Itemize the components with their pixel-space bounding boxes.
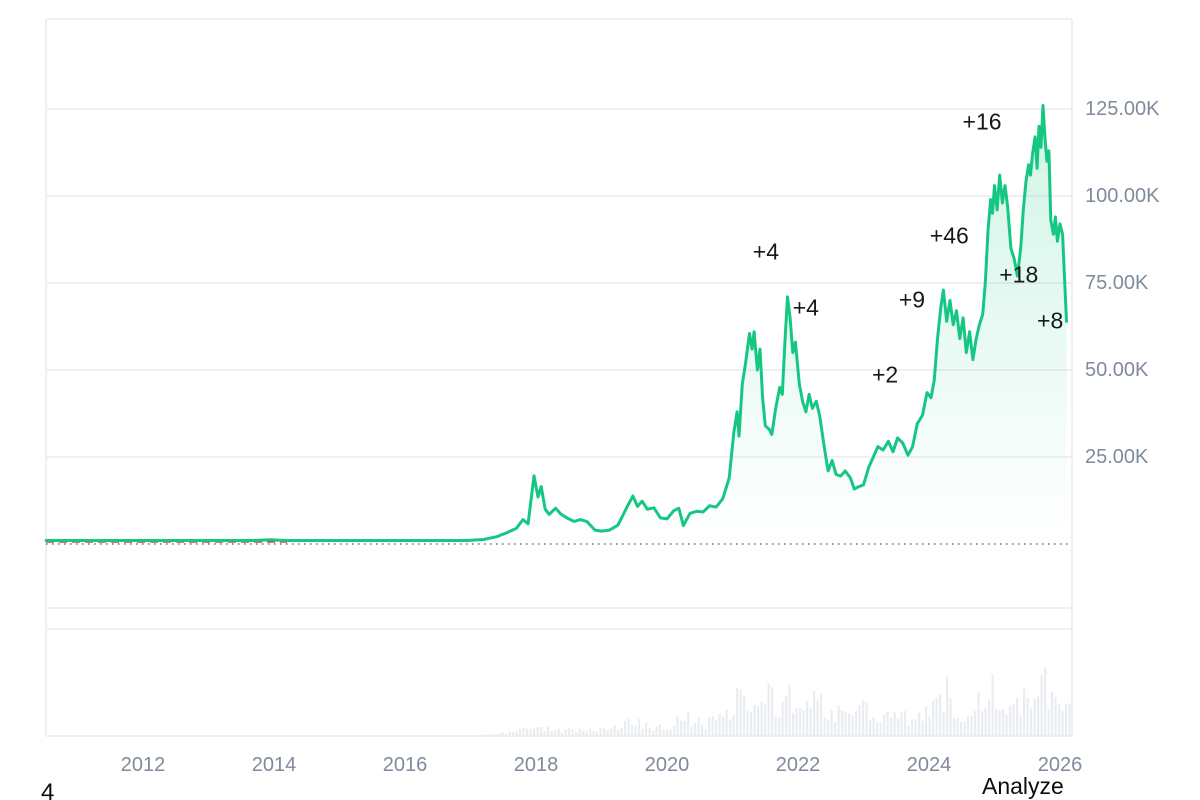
x-axis-tick-label: 2026 <box>1037 754 1083 776</box>
x-axis-tick-label: 2020 <box>644 754 690 776</box>
y-axis-tick-label: 25.00K <box>1085 446 1149 468</box>
y-axis-tick-label: 125.00K <box>1085 98 1160 120</box>
volume-histogram <box>477 667 1071 736</box>
x-axis-tick-label: 2012 <box>120 754 166 776</box>
event-count-badge[interactable]: +18 <box>999 261 1039 288</box>
price-area-fill <box>46 105 1067 544</box>
x-axis-tick-label: 2024 <box>906 754 952 776</box>
event-count-badge[interactable]: +46 <box>929 222 969 249</box>
x-axis-tick-label: 2022 <box>775 754 821 776</box>
event-count-badge[interactable]: +8 <box>1037 307 1064 334</box>
event-count-badge[interactable]: +4 <box>792 294 819 321</box>
price-line <box>44 104 1068 542</box>
event-count-badge[interactable]: +9 <box>898 286 926 313</box>
x-axis-tick-label: 2018 <box>513 754 559 776</box>
x-axis-tick-label: 2016 <box>382 754 428 776</box>
y-axis-tick-label: 50.00K <box>1085 359 1149 381</box>
gridlines <box>45 18 1073 737</box>
bottom-left-clipped-text: 4 <box>41 779 55 800</box>
analyze-button[interactable]: Analyze <box>982 773 1064 799</box>
y-axis-tick-label: 100.00K <box>1085 185 1160 207</box>
x-axis-tick-label: 2014 <box>251 754 297 776</box>
y-axis-tick-label: 75.00K <box>1085 272 1149 294</box>
event-count-badge[interactable]: +16 <box>962 108 1002 135</box>
event-count-badge[interactable]: +2 <box>871 361 899 388</box>
event-count-badge[interactable]: +4 <box>752 238 780 265</box>
